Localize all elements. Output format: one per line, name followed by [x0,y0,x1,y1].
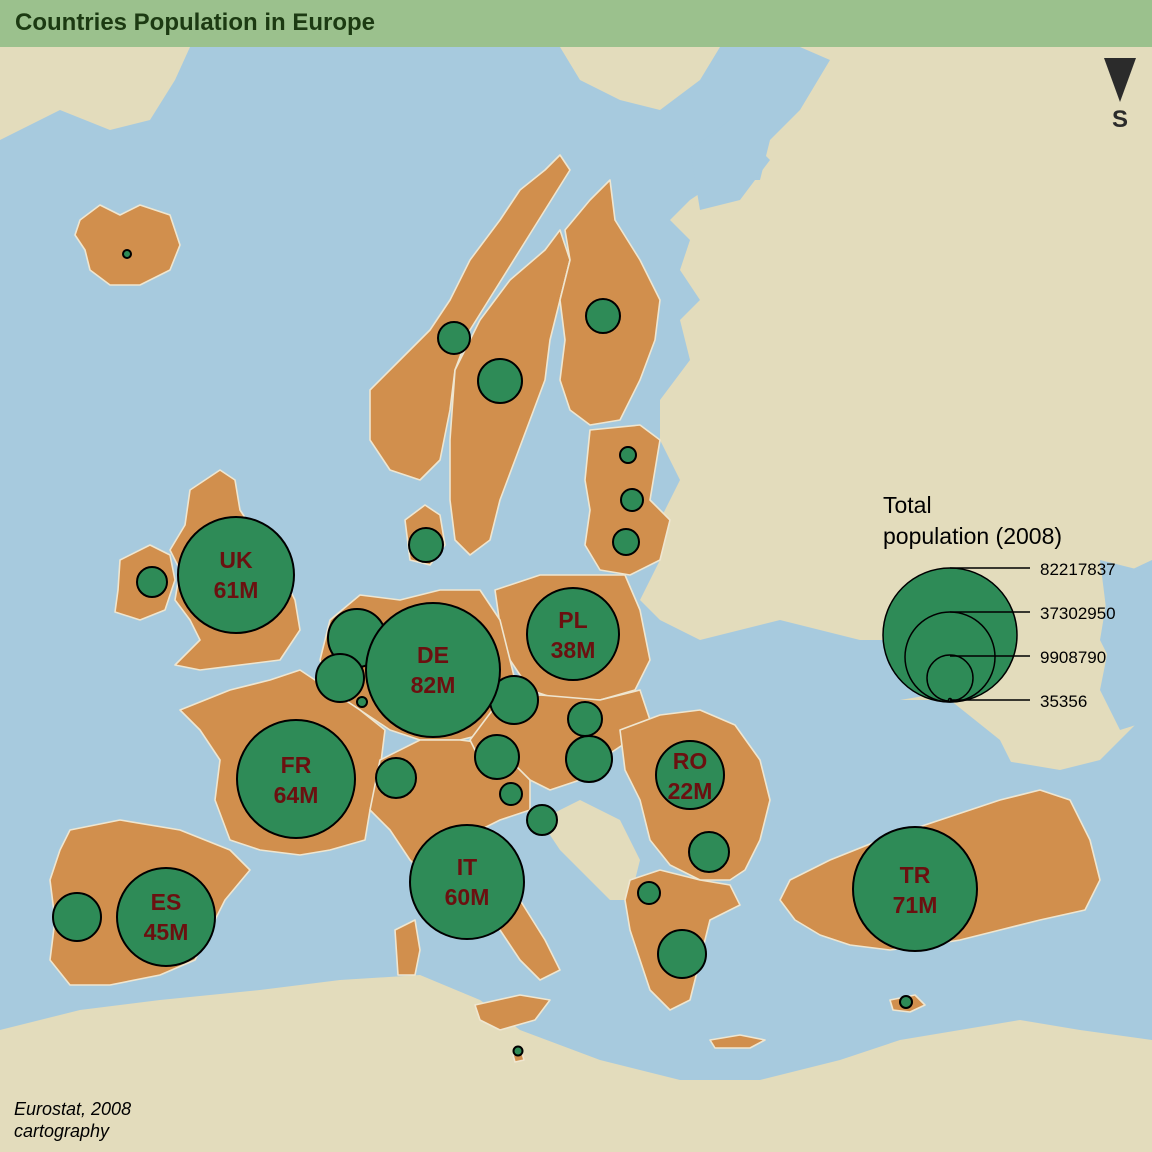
bubble-de-code: DE [417,642,449,668]
bubble-de-value: 82M [411,672,456,698]
bubble-uk: UK 61M [177,516,295,634]
bubble-tr-value: 71M [893,892,938,918]
bubble-uk-code: UK [219,547,253,573]
bubble-it-value: 60M [445,884,490,910]
legend-value-1: 82217837 [1040,560,1116,579]
legend-title-line1: Total [883,492,932,518]
unlabeled-bubbles [52,249,913,1057]
bubble-bulgaria [688,831,730,873]
bubble-es-code: ES [151,889,182,915]
bubble-hungary [565,735,613,783]
map-title: Countries Population in Europe [15,9,375,36]
source-credit: Eurostat, 2008 cartography [14,1098,131,1142]
bubble-es: ES 45M [116,867,216,967]
bubble-fr: FR 64M [236,719,356,839]
bubble-pl-code: PL [558,607,587,633]
bubble-croatia [526,804,558,836]
bubble-greece [657,929,707,979]
bubble-it: IT 60M [409,824,525,940]
bubble-tr: TR 71M [852,826,978,952]
bubble-luxembourg [356,696,368,708]
labeled-bubbles: UK 61M DE 82M FR 64M PL 38M RO 22M [116,516,978,967]
bubble-macedonia [637,881,661,905]
bubble-it-code: IT [457,854,477,880]
bubble-tr-code: TR [900,862,931,888]
legend: Total population (2008) 82217837 3730295… [882,492,1116,711]
legend-title-line2: population (2008) [883,523,1062,549]
bubble-fr-value: 64M [274,782,319,808]
bubble-ro-code: RO [673,748,708,774]
other-land [0,47,1152,1152]
source-line-1: Eurostat, 2008 [14,1099,132,1119]
bubble-ireland [136,566,168,598]
bubble-es-value: 45M [144,919,189,945]
bubble-uk-value: 61M [214,577,259,603]
compass: S [1100,58,1140,138]
bubble-lithuania [612,528,640,556]
bubble-finland [585,298,621,334]
bubble-norway [437,321,471,355]
bubble-switzerland [375,757,417,799]
south-arrow-icon [1104,58,1136,102]
bubble-slovenia [499,782,523,806]
legend-value-4: 35356 [1040,692,1087,711]
bubble-iceland [122,249,132,259]
bubble-sweden [477,358,523,404]
bubble-pl: PL 38M [526,587,620,681]
title-bar: Countries Population in Europe [0,0,1152,47]
bubble-austria [474,734,520,780]
bubble-ro: RO 22M [655,740,725,810]
legend-value-3: 9908790 [1040,648,1106,667]
legend-circle-small [926,654,974,702]
bubble-malta [512,1045,524,1057]
bubble-portugal [52,892,102,942]
bubble-cyprus [899,995,913,1009]
bubble-ro-value: 22M [668,778,713,804]
compass-letter: S [1111,106,1128,133]
bubble-belgium [315,653,365,703]
bubble-fr-code: FR [281,752,312,778]
source-line-2: cartography [14,1121,110,1141]
bubble-denmark [408,527,444,563]
bubble-de: DE 82M [365,602,501,738]
bubble-pl-value: 38M [551,637,596,663]
bubble-latvia [620,488,644,512]
legend-value-2: 37302950 [1040,604,1116,623]
bubble-estonia [619,446,637,464]
bubble-slovakia [567,701,603,737]
